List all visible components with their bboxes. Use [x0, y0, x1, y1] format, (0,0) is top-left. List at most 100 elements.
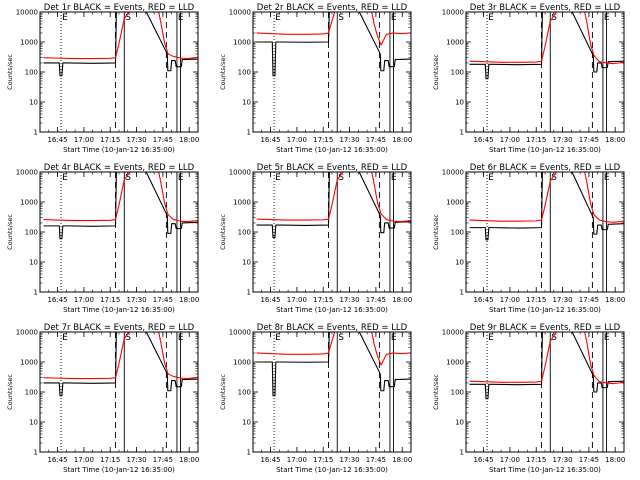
plot-frame	[465, 331, 625, 453]
y-tick-label: 10	[455, 259, 464, 267]
x-tick-label: 17:15	[526, 296, 546, 304]
x-axis-label: Start Time (10-Jan-12 16:35:00)	[489, 146, 601, 154]
x-tick-label: 16:45	[473, 136, 493, 144]
y-tick-label: 10000	[229, 9, 251, 17]
y-axis-label: Counts/sec	[6, 214, 14, 250]
x-tick-label: 17:45	[579, 296, 599, 304]
x-tick-label: 18:00	[605, 296, 625, 304]
x-axis-label: Start Time (10-Jan-12 16:35:00)	[276, 146, 388, 154]
marker-label: S	[338, 333, 344, 343]
marker-label: E	[178, 333, 184, 343]
plot-frame	[39, 11, 199, 133]
y-tick-label: 10	[242, 259, 251, 267]
x-tick-label: 17:15	[526, 456, 546, 464]
x-tick-label: 17:15	[100, 296, 120, 304]
y-tick-label: 1	[247, 449, 251, 457]
y-axis-label: Counts/sec	[432, 54, 440, 90]
x-tick-label: 16:45	[47, 296, 67, 304]
x-axis-label: Start Time (10-Jan-12 16:35:00)	[489, 466, 601, 474]
panel-det-4r: Det 4r BLACK = Events, RED = LLD Counts/s…	[6, 163, 199, 314]
x-tick-label: 17:45	[366, 136, 386, 144]
x-tick-label: 17:00	[74, 296, 94, 304]
panel-det-7r: Det 7r BLACK = Events, RED = LLD Counts/s…	[6, 323, 199, 474]
y-tick-label: 100	[25, 69, 38, 77]
series-line-events	[469, 12, 624, 80]
x-tick-label: 17:45	[366, 456, 386, 464]
series-group	[256, 332, 411, 397]
x-tick-label: 17:45	[579, 136, 599, 144]
x-axis-label: Start Time (10-Jan-12 16:35:00)	[63, 466, 175, 474]
series-line-events	[256, 172, 411, 239]
x-tick-label: 17:30	[126, 456, 146, 464]
y-tick-label: 1000	[20, 39, 38, 47]
y-tick-label: 10	[29, 99, 38, 107]
y-tick-label: 1000	[20, 199, 38, 207]
series-line-events	[256, 12, 411, 77]
x-tick-label: 17:30	[126, 296, 146, 304]
marker-label: S	[125, 13, 131, 23]
y-tick-label: 100	[25, 229, 38, 237]
marker-label: S	[551, 333, 557, 343]
panel-title: Det 5r BLACK = Events, RED = LLD	[257, 163, 408, 173]
panel-title: Det 1r BLACK = Events, RED = LLD	[44, 3, 195, 13]
y-tick-label: 1000	[446, 199, 464, 207]
x-tick-label: 17:15	[100, 456, 120, 464]
x-tick-label: 18:00	[605, 136, 625, 144]
marker-label: E	[604, 333, 610, 343]
plot-frame	[465, 171, 625, 293]
series-line-events	[43, 332, 198, 397]
marker-label: S	[338, 13, 344, 23]
y-tick-label: 10000	[442, 9, 464, 17]
y-tick-label: 10	[242, 419, 251, 427]
marker-label: E	[391, 13, 397, 23]
marker-label: S	[551, 173, 557, 183]
x-tick-label: 16:45	[47, 136, 67, 144]
y-tick-label: 1	[460, 449, 464, 457]
y-tick-label: 10	[455, 419, 464, 427]
x-tick-label: 17:00	[287, 296, 307, 304]
y-tick-label: 1000	[446, 39, 464, 47]
panel-title: Det 7r BLACK = Events, RED = LLD	[44, 323, 195, 333]
y-tick-label: 1	[34, 449, 38, 457]
x-tick-label: 16:45	[260, 136, 280, 144]
series-group	[43, 12, 198, 77]
series-line-lld	[43, 172, 198, 223]
y-tick-label: 10000	[442, 169, 464, 177]
marker-label: S	[338, 173, 344, 183]
y-tick-label: 1	[460, 289, 464, 297]
x-axis-label: Start Time (10-Jan-12 16:35:00)	[276, 466, 388, 474]
series-line-events	[469, 172, 624, 241]
y-tick-label: 10000	[16, 169, 38, 177]
y-tick-label: 1	[460, 129, 464, 137]
y-tick-label: 1000	[233, 39, 251, 47]
series-line-lld	[469, 332, 624, 385]
panel-det-2r: Det 2r BLACK = Events, RED = LLD Counts/s…	[219, 3, 412, 154]
series-line-lld	[469, 12, 624, 65]
series-line-lld	[256, 172, 411, 223]
panel-title: Det 6r BLACK = Events, RED = LLD	[470, 163, 621, 173]
x-tick-label: 17:00	[500, 136, 520, 144]
marker-label: S	[125, 173, 131, 183]
marker-label: E	[391, 333, 397, 343]
y-axis-label: Counts/sec	[432, 214, 440, 250]
y-tick-label: 1	[247, 289, 251, 297]
y-axis-label: Counts/sec	[6, 54, 14, 90]
x-tick-label: 16:45	[473, 296, 493, 304]
marker-label: E	[604, 13, 610, 23]
x-tick-label: 17:30	[552, 136, 572, 144]
series-group	[256, 12, 411, 77]
plot-frame	[252, 11, 412, 133]
panel-title: Det 9r BLACK = Events, RED = LLD	[470, 323, 621, 333]
x-tick-label: 17:15	[313, 296, 333, 304]
panel-det-6r: Det 6r BLACK = Events, RED = LLD Counts/s…	[432, 163, 625, 314]
marker-label: E	[275, 333, 281, 343]
marker-label: E	[488, 333, 494, 343]
series-line-lld	[256, 12, 411, 46]
plot-frame	[252, 331, 412, 453]
y-tick-label: 10	[29, 419, 38, 427]
marker-label: S	[551, 13, 557, 23]
y-tick-label: 100	[451, 229, 464, 237]
y-tick-label: 1000	[233, 359, 251, 367]
y-tick-label: 10	[242, 99, 251, 107]
